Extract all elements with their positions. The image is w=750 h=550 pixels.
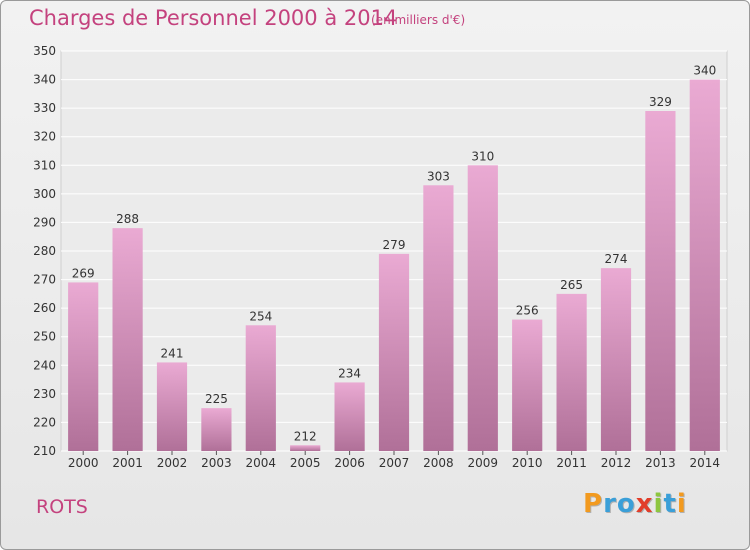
bar (556, 293, 587, 451)
x-tick-label: 2001 (112, 456, 143, 470)
logo-letter: x (635, 489, 654, 519)
logo-letter: i (653, 489, 664, 519)
x-tick-label: 2007 (379, 456, 410, 470)
logo-letter: i (676, 489, 687, 519)
x-tick-label: 2013 (645, 456, 676, 470)
proxiti-logo: Proxiti (583, 489, 687, 519)
data-label: 279 (383, 238, 406, 252)
x-tick-label: 2009 (468, 456, 499, 470)
data-label: 265 (560, 278, 583, 292)
y-tick-label: 250 (33, 330, 56, 344)
logo-letter: r (603, 489, 617, 519)
y-tick-label: 310 (33, 158, 56, 172)
y-tick-label: 330 (33, 101, 56, 115)
y-tick-label: 300 (33, 187, 56, 201)
data-label: 303 (427, 169, 450, 183)
bar (245, 325, 276, 451)
data-label: 340 (693, 64, 716, 78)
data-label: 254 (249, 309, 272, 323)
data-label: 234 (338, 366, 361, 380)
bar (600, 268, 632, 451)
x-tick-label: 2000 (68, 456, 99, 470)
y-tick-label: 270 (33, 273, 56, 287)
commune-name: ROTS (36, 496, 88, 518)
logo-letter: t (663, 489, 677, 519)
bar (334, 382, 365, 451)
bar (645, 111, 676, 451)
y-tick-label: 280 (33, 244, 56, 258)
y-tick-label: 350 (33, 44, 56, 58)
data-label: 256 (516, 304, 539, 318)
x-tick-label: 2011 (556, 456, 587, 470)
bar (378, 253, 410, 451)
data-label: 269 (72, 266, 95, 280)
data-label: 274 (605, 252, 628, 266)
x-tick-label: 2010 (512, 456, 543, 470)
bar (201, 408, 232, 451)
x-tick-label: 2006 (334, 456, 365, 470)
y-tick-label: 230 (33, 387, 56, 401)
data-label: 288 (116, 212, 139, 226)
x-tick-label: 2005 (290, 456, 321, 470)
y-tick-label: 320 (33, 130, 56, 144)
y-tick-label: 340 (33, 73, 56, 87)
y-tick-label: 290 (33, 215, 56, 229)
data-label: 310 (471, 149, 494, 163)
x-tick-label: 2004 (246, 456, 277, 470)
x-tick-label: 2014 (690, 456, 721, 470)
bar (290, 445, 321, 451)
x-tick-label: 2012 (601, 456, 632, 470)
bar (423, 185, 454, 452)
chart-subtitle: (en milliers d'€) (371, 13, 466, 27)
data-label: 241 (161, 346, 184, 360)
bar (467, 165, 498, 452)
x-tick-label: 2008 (423, 456, 454, 470)
bar (68, 282, 99, 451)
bar (112, 228, 143, 451)
data-label: 225 (205, 392, 228, 406)
data-label: 329 (649, 95, 672, 109)
chart-title: Charges de Personnel 2000 à 2014 (29, 6, 398, 30)
data-label: 212 (294, 429, 317, 443)
bar (512, 319, 543, 451)
y-tick-label: 240 (33, 358, 56, 372)
y-tick-label: 210 (33, 444, 56, 458)
bar (689, 79, 720, 452)
x-tick-label: 2003 (201, 456, 232, 470)
logo-letter: P (583, 489, 604, 519)
bar (156, 362, 188, 451)
x-tick-label: 2002 (157, 456, 188, 470)
logo-letter: o (616, 489, 636, 519)
y-tick-label: 220 (33, 415, 56, 429)
y-tick-label: 260 (33, 301, 56, 315)
